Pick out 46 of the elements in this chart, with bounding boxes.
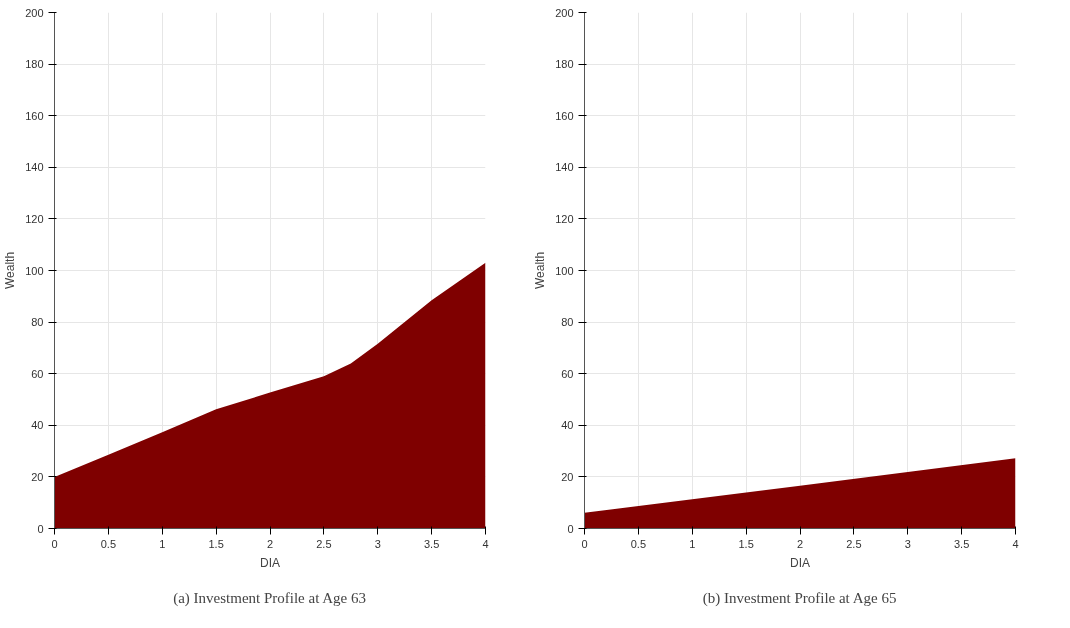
y-tick-label: 180 xyxy=(555,58,574,71)
y-tick-label: 120 xyxy=(25,212,44,225)
x-tick-label: 0 xyxy=(581,537,588,550)
x-tick-label: 3.5 xyxy=(953,537,970,550)
x-tick-label: 2.5 xyxy=(316,537,332,550)
y-axis-title: Wealth xyxy=(3,251,18,290)
y-tick-label: 160 xyxy=(555,109,574,122)
y-tick-label: 80 xyxy=(561,316,574,329)
x-tick-label: 1 xyxy=(159,537,166,550)
x-tick-label: 4 xyxy=(1012,537,1019,550)
x-tick-label: 2 xyxy=(796,537,804,550)
y-tick-label: 0 xyxy=(567,522,574,535)
x-tick-label: 2 xyxy=(266,537,274,550)
x-tick-label: 3 xyxy=(904,537,911,550)
x-tick-label: 0 xyxy=(51,537,58,550)
x-tick-label: 4 xyxy=(482,537,489,550)
x-axis-title: DIA xyxy=(790,555,811,570)
y-tick-label: 120 xyxy=(555,212,574,225)
text: (a) Investment Profile at Age 63 xyxy=(173,589,367,607)
y-tick-label: 40 xyxy=(31,419,44,432)
x-tick-label: 2.5 xyxy=(846,537,862,550)
y-tick-label: 100 xyxy=(25,264,44,277)
y-tick-label: 40 xyxy=(561,419,574,432)
y-tick-label: 180 xyxy=(25,58,44,71)
y-tick-label: 200 xyxy=(25,6,44,19)
x-tick-label: 0.5 xyxy=(630,537,647,550)
text: (b) Investment Profile at Age 65 xyxy=(702,589,897,607)
x-tick-label: 3 xyxy=(374,537,381,550)
x-tick-label: 3.5 xyxy=(423,537,440,550)
y-tick-label: 140 xyxy=(25,161,44,174)
x-tick-label: 0.5 xyxy=(100,537,117,550)
y-tick-label: 160 xyxy=(25,109,44,122)
y-tick-label: 20 xyxy=(561,470,574,483)
x-axis-title: DIA xyxy=(260,555,281,570)
y-tick-label: 140 xyxy=(555,161,574,174)
y-tick-label: 200 xyxy=(555,6,574,19)
x-tick-label: 1.5 xyxy=(738,537,754,550)
y-tick-label: 0 xyxy=(37,522,44,535)
x-tick-label: 1.5 xyxy=(208,537,224,550)
y-tick-label: 60 xyxy=(561,367,574,380)
y-tick-label: 100 xyxy=(555,264,574,277)
y-tick-label: 20 xyxy=(31,470,44,483)
y-tick-label: 60 xyxy=(31,367,44,380)
y-axis-title: Wealth xyxy=(533,251,548,290)
y-tick-label: 80 xyxy=(31,316,44,329)
x-tick-label: 1 xyxy=(689,537,696,550)
